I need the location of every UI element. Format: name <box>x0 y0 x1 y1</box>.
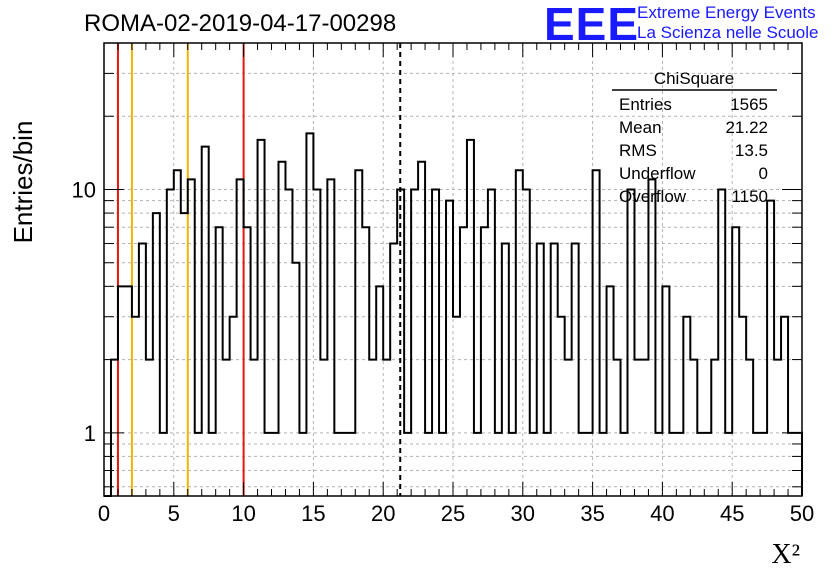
stats-label-overflow: Overflow <box>619 187 687 206</box>
stats-label-entries: Entries <box>619 95 672 114</box>
stats-value-underflow: 0 <box>759 164 768 183</box>
stats-value-rms: 13.5 <box>735 141 768 160</box>
y-tick-label: 10 <box>72 177 96 202</box>
stats-label-rms: RMS <box>619 141 657 160</box>
x-tick-label: 45 <box>720 501 744 526</box>
stats-value-entries: 1565 <box>730 95 768 114</box>
logo-line-2: La Scienza nelle Scuole <box>637 23 819 42</box>
logo-line-1: Extreme Energy Events <box>637 3 816 22</box>
x-tick-label: 5 <box>168 501 180 526</box>
x-tick-label: 30 <box>511 501 535 526</box>
stats-box: ChiSquare Entries 1565 Mean 21.22 RMS 13… <box>612 69 777 206</box>
stats-label-mean: Mean <box>619 118 662 137</box>
x-tick-label: 40 <box>650 501 674 526</box>
x-axis-label: X² <box>771 539 800 570</box>
stats-title: ChiSquare <box>654 69 734 88</box>
x-tick-label: 50 <box>790 501 814 526</box>
stats-label-underflow: Underflow <box>619 164 696 183</box>
histogram-outline <box>104 132 803 497</box>
x-tick-label: 35 <box>580 501 604 526</box>
x-tick-label: 0 <box>98 501 110 526</box>
stats-value-overflow: 1150 <box>731 187 768 206</box>
x-tick-label: 10 <box>231 501 255 526</box>
tick-layer: 0 5 10 15 20 25 30 35 40 45 50 1 10 <box>72 43 814 526</box>
x-tick-label: 25 <box>441 501 465 526</box>
eee-logo: EEE <box>544 0 640 50</box>
x-tick-label: 15 <box>301 501 325 526</box>
y-tick-label: 1 <box>84 421 96 446</box>
stats-value-mean: 21.22 <box>725 118 768 137</box>
y-axis-label: Entries/bin <box>8 121 38 244</box>
marker-layer <box>116 43 402 496</box>
x-tick-label: 20 <box>371 501 395 526</box>
run-title: ROMA-02-2019-04-17-00298 <box>84 10 397 37</box>
